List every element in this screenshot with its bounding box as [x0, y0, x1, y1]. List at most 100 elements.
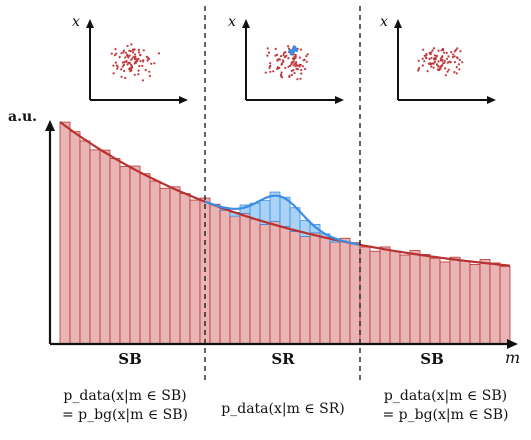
background-bar	[149, 180, 161, 345]
background-bar	[359, 246, 371, 345]
scatter-point	[296, 78, 299, 81]
scatter-point	[138, 51, 141, 54]
scatter-point	[157, 52, 160, 55]
scatter-point	[433, 54, 436, 57]
scatter-point	[439, 65, 442, 68]
scatter-point	[267, 51, 270, 54]
background-bar	[79, 140, 91, 345]
formula-sr: p_data(x|m ∈ SR)	[198, 400, 368, 419]
scatter-point	[443, 59, 446, 63]
scatter-point	[421, 64, 424, 67]
background-bar	[449, 256, 461, 345]
inset-left-x-label: x	[72, 14, 80, 30]
formula-sr-line1: p_data(x|m ∈ SR)	[221, 401, 345, 417]
background-bar	[499, 265, 511, 345]
background-bar	[439, 261, 451, 345]
inset-right	[394, 19, 496, 104]
scatter-point	[422, 48, 425, 51]
background-bar	[479, 259, 491, 345]
scatter-point	[445, 51, 448, 55]
scatter-point	[141, 79, 144, 82]
scatter-point	[453, 50, 456, 53]
scatter-point	[444, 74, 447, 77]
scatter-point	[443, 51, 446, 54]
scatter-point	[135, 58, 138, 61]
scatter-point	[430, 65, 433, 68]
scatter-point	[120, 75, 123, 78]
background-bar	[469, 263, 481, 345]
region-label-sb-left: SB	[118, 350, 142, 368]
signal-bar	[309, 223, 321, 234]
scatter-point	[435, 55, 438, 58]
scatter-point	[426, 70, 429, 73]
scatter-point	[458, 68, 461, 71]
background-bar	[59, 121, 71, 345]
scatter-point	[430, 56, 433, 60]
background-bar	[269, 220, 281, 345]
formula-sb-right-line1: p_data(x|m ∈ SB)	[383, 388, 508, 404]
scatter-point	[447, 55, 450, 58]
scatter-point	[285, 54, 288, 57]
scatter-point	[139, 54, 142, 57]
background-bar	[119, 166, 131, 345]
x-axis-arrow	[507, 339, 518, 349]
formula-sb-left: p_data(x|m ∈ SB) = p_bg(x|m ∈ SB)	[35, 387, 215, 425]
formula-sb-left-line2: = p_bg(x|m ∈ SB)	[61, 407, 189, 423]
scatter-point	[441, 59, 444, 62]
scatter-point	[455, 66, 458, 69]
scatter-point	[129, 50, 132, 53]
scatter-point	[124, 51, 127, 54]
formula-sb-left-line1: p_data(x|m ∈ SB)	[63, 388, 187, 404]
inset-left	[86, 19, 188, 104]
scatter-point	[446, 70, 449, 73]
scatter-point	[130, 69, 133, 72]
scatter-point	[134, 60, 137, 63]
scatter-point	[124, 56, 127, 59]
scatter-point	[123, 69, 126, 73]
background-bar	[239, 213, 251, 345]
scatter-point	[280, 55, 283, 58]
background-bar	[209, 203, 221, 345]
scatter-point	[292, 53, 295, 56]
inset-right-scatter	[417, 47, 464, 77]
scatter-point	[429, 63, 432, 66]
scatter-point	[299, 77, 302, 80]
scatter-point	[299, 48, 302, 51]
background-bar	[169, 186, 181, 345]
scatter-point	[269, 62, 272, 65]
scatter-point	[282, 59, 285, 62]
scatter-point	[114, 61, 117, 64]
scatter-point	[432, 47, 436, 50]
scatter-point	[118, 56, 121, 59]
scatter-point	[437, 49, 440, 52]
scatter-point	[280, 73, 283, 76]
background-bar	[429, 257, 441, 345]
scatter-point	[305, 60, 308, 63]
scatter-point	[293, 62, 296, 65]
scatter-point	[295, 67, 298, 70]
scatter-point	[120, 68, 123, 71]
scatter-point	[291, 61, 294, 64]
scatter-point	[150, 62, 153, 65]
scatter-point	[453, 71, 456, 74]
background-bar	[159, 187, 171, 345]
scatter-point	[298, 64, 301, 67]
background-bar	[399, 254, 411, 345]
scatter-point	[269, 65, 272, 68]
scatter-point	[146, 59, 149, 62]
scatter-point	[114, 48, 117, 51]
scatter-point	[113, 54, 116, 57]
scatter-point	[144, 68, 147, 72]
scatter-point	[122, 49, 125, 52]
background-bar	[89, 149, 101, 345]
scatter-point	[132, 51, 135, 54]
scatter-point	[433, 57, 436, 60]
scatter-point	[269, 70, 272, 73]
background-bar	[369, 250, 381, 345]
background-bar	[409, 250, 421, 345]
scatter-point	[126, 44, 129, 48]
background-bar	[299, 236, 311, 345]
signal-fit-curve	[204, 194, 360, 246]
scatter-point	[268, 66, 271, 70]
scatter-point	[290, 73, 293, 76]
